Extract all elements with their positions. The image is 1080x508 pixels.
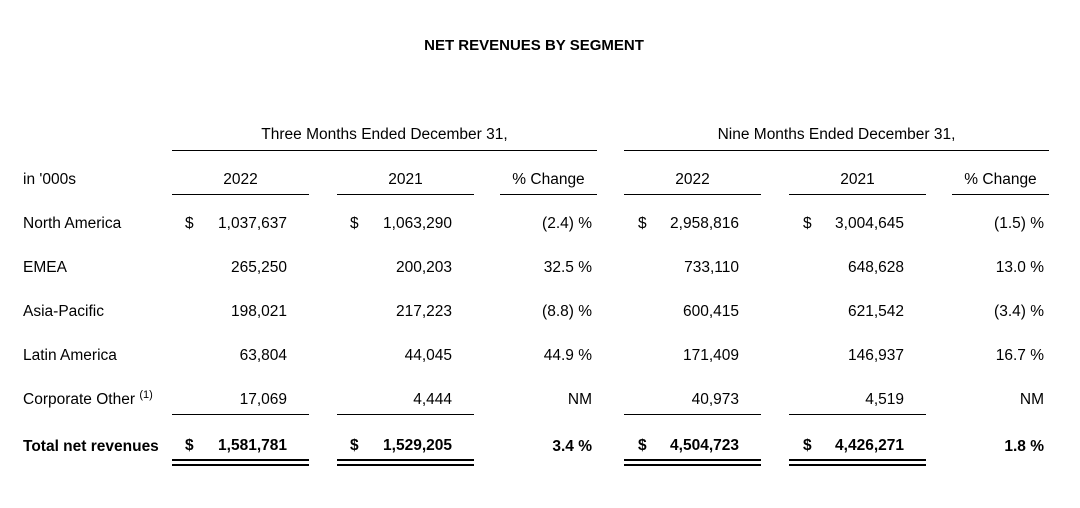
cell-total-9m-2021: 4,426,271	[835, 437, 904, 454]
currency-symbol: $	[185, 215, 194, 232]
cell-total-3m-change: 3.4 %	[552, 438, 592, 455]
cell-emea-9m-change: 13.0 %	[995, 259, 1044, 276]
col-underline	[952, 194, 1049, 195]
cell-corp-9m-2021: 4,519	[865, 391, 904, 408]
col-underline	[500, 194, 597, 195]
cell-emea-9m-2022: 733,110	[684, 259, 739, 276]
group-underline	[172, 150, 597, 151]
currency-symbol: $	[350, 215, 359, 232]
cell-total-9m-2022: 4,504,723	[670, 437, 739, 454]
row-label-total: Total net revenues	[23, 438, 159, 455]
cell-latam-9m-2022: 171,409	[682, 347, 739, 364]
currency-symbol: $	[803, 437, 812, 454]
col-header-2021-nine: 2021	[840, 171, 875, 188]
cell-apac-3m-change: (8.8) %	[542, 303, 592, 320]
cell-latam-3m-2021: 44,045	[404, 347, 452, 364]
row-label-corporate-other: Corporate Other (1)	[23, 388, 153, 409]
total-double-underline	[624, 459, 761, 466]
table-title: NET REVENUES BY SEGMENT	[424, 37, 644, 54]
cell-emea-3m-2022: 265,250	[230, 259, 287, 276]
col-header-2022: 2022	[223, 171, 258, 188]
cell-corp-3m-2022: 17,069	[239, 391, 287, 408]
subtotal-underline	[789, 414, 926, 415]
cell-total-3m-2022: 1,581,781	[218, 437, 287, 454]
footnote-marker: (1)	[139, 388, 153, 401]
cell-apac-9m-2021: 621,542	[847, 303, 904, 320]
cell-na-3m-2021: 1,063,290	[383, 215, 452, 232]
group-underline	[624, 150, 1049, 151]
cell-corp-3m-2021: 4,444	[413, 391, 452, 408]
cell-latam-9m-2021: 146,937	[847, 347, 904, 364]
cell-total-3m-2021: 1,529,205	[383, 437, 452, 454]
subtotal-underline	[172, 414, 309, 415]
cell-na-9m-2022: 2,958,816	[670, 215, 739, 232]
group-header-three-months: Three Months Ended December 31,	[261, 126, 508, 143]
cell-na-9m-2021: 3,004,645	[835, 215, 904, 232]
cell-apac-3m-2022: 198,021	[230, 303, 287, 320]
total-double-underline	[172, 459, 309, 466]
cell-corp-9m-change: NM	[1019, 391, 1044, 408]
cell-na-9m-change: (1.5) %	[994, 215, 1044, 232]
cell-apac-9m-2022: 600,415	[682, 303, 739, 320]
row-label-asia-pacific: Asia-Pacific	[23, 303, 104, 320]
cell-na-3m-2022: 1,037,637	[218, 215, 287, 232]
subtotal-underline	[337, 414, 474, 415]
cell-emea-3m-2021: 200,203	[395, 259, 452, 276]
cell-apac-3m-2021: 217,223	[395, 303, 452, 320]
row-label-text: Corporate Other	[23, 391, 135, 408]
col-header-pct-change-nine: % Change	[964, 171, 1037, 188]
currency-symbol: $	[803, 215, 812, 232]
group-header-nine-months: Nine Months Ended December 31,	[717, 126, 956, 143]
col-underline	[172, 194, 309, 195]
cell-emea-9m-2021: 648,628	[847, 259, 904, 276]
cell-na-3m-change: (2.4) %	[542, 215, 592, 232]
cell-latam-3m-change: 44.9 %	[543, 347, 592, 364]
total-double-underline	[337, 459, 474, 466]
unit-label: in '000s	[23, 171, 76, 188]
col-underline	[789, 194, 926, 195]
currency-symbol: $	[185, 437, 194, 454]
cell-apac-9m-change: (3.4) %	[994, 303, 1044, 320]
col-header-2021: 2021	[388, 171, 423, 188]
row-label-north-america: North America	[23, 215, 122, 232]
col-header-pct-change: % Change	[512, 171, 585, 188]
cell-corp-3m-change: NM	[567, 391, 592, 408]
subtotal-underline	[624, 414, 761, 415]
total-double-underline	[789, 459, 926, 466]
currency-symbol: $	[350, 437, 359, 454]
row-label-emea: EMEA	[23, 259, 67, 276]
col-underline	[624, 194, 761, 195]
row-label-latin-america: Latin America	[23, 347, 117, 364]
cell-corp-9m-2022: 40,973	[691, 391, 739, 408]
currency-symbol: $	[638, 437, 647, 454]
cell-total-9m-change: 1.8 %	[1004, 438, 1044, 455]
col-header-2022-nine: 2022	[675, 171, 710, 188]
cell-latam-3m-2022: 63,804	[239, 347, 287, 364]
currency-symbol: $	[638, 215, 647, 232]
col-underline	[337, 194, 474, 195]
cell-latam-9m-change: 16.7 %	[995, 347, 1044, 364]
cell-emea-3m-change: 32.5 %	[543, 259, 592, 276]
